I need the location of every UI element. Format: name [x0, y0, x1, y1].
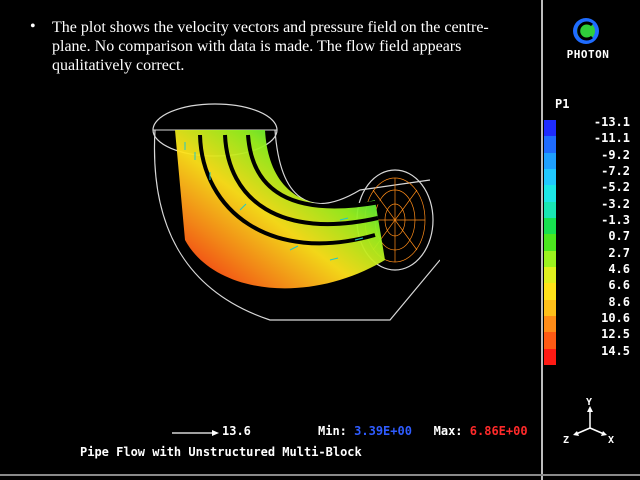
- legend-label: -1.3: [601, 212, 630, 227]
- legend-labels: -13.1 -11.1 -9.2 -7.2 -5.2 -3.2 -1.3 0.7 2.7 4.6 6…: [560, 114, 636, 359]
- legend-swatch: [544, 234, 556, 251]
- legend-label: -9.2: [601, 147, 630, 162]
- legend-swatch: [544, 185, 556, 202]
- legend-swatch: [544, 217, 556, 235]
- legend-label: -5.2: [601, 180, 630, 195]
- slide-caption: The plot shows the velocity vectors and …: [52, 19, 489, 74]
- axis-x-label: X: [608, 435, 614, 446]
- legend-swatch: [544, 266, 556, 284]
- legend-swatch: [544, 152, 556, 169]
- legend-swatch: [544, 283, 556, 300]
- axis-triad-icon: Y Z X: [563, 397, 614, 446]
- legend-swatch: [544, 299, 556, 316]
- max-label: Max:: [433, 424, 463, 438]
- legend-swatch: [544, 201, 556, 218]
- legend-swatch: [544, 315, 556, 333]
- pipe-flow-plot: [152, 103, 440, 321]
- legend-label: -13.1: [593, 115, 630, 129]
- legend-swatch: [544, 250, 556, 267]
- logo-text: PHOTON: [566, 48, 610, 61]
- plot-title: Pipe Flow with Unstructured Multi-Block: [80, 445, 362, 459]
- min-value: 3.39E+00: [354, 424, 412, 438]
- legend-label: 14.5: [601, 343, 630, 358]
- legend-label: 0.7: [608, 229, 630, 244]
- bottom-divider: [0, 474, 640, 476]
- legend-title: P1: [555, 97, 570, 111]
- photon-logo-icon: [573, 18, 599, 44]
- legend-swatch: [544, 120, 556, 137]
- legend-swatch: [544, 136, 556, 153]
- vector-scale-value: 13.6: [222, 424, 251, 438]
- side-panel: [541, 0, 640, 480]
- axis-y-label: Y: [586, 397, 592, 408]
- legend-label: -3.2: [601, 196, 630, 211]
- bullet-marker: •: [30, 18, 36, 35]
- legend-color-bar: [544, 120, 556, 365]
- legend-swatch: [544, 348, 556, 365]
- max-value: 6.86E+00: [469, 424, 528, 438]
- min-max-readout: Min: 3.39E+00 Max: 6.86E+00: [318, 424, 528, 438]
- vector-scale-arrow-icon: [172, 430, 219, 436]
- legend-label: 6.6: [608, 278, 630, 293]
- legend-label: 12.5: [601, 327, 630, 342]
- legend-swatch: [544, 332, 556, 349]
- legend-label: -11.1: [593, 131, 630, 146]
- min-label: Min:: [318, 424, 347, 438]
- axis-z-label: Z: [563, 435, 569, 446]
- legend-swatch: [544, 168, 556, 186]
- legend-label: 4.6: [608, 261, 630, 276]
- legend-label: 2.7: [608, 245, 630, 260]
- legend-label: 10.6: [601, 310, 630, 325]
- legend-label: 8.6: [608, 294, 630, 309]
- legend-label: -7.2: [601, 163, 630, 178]
